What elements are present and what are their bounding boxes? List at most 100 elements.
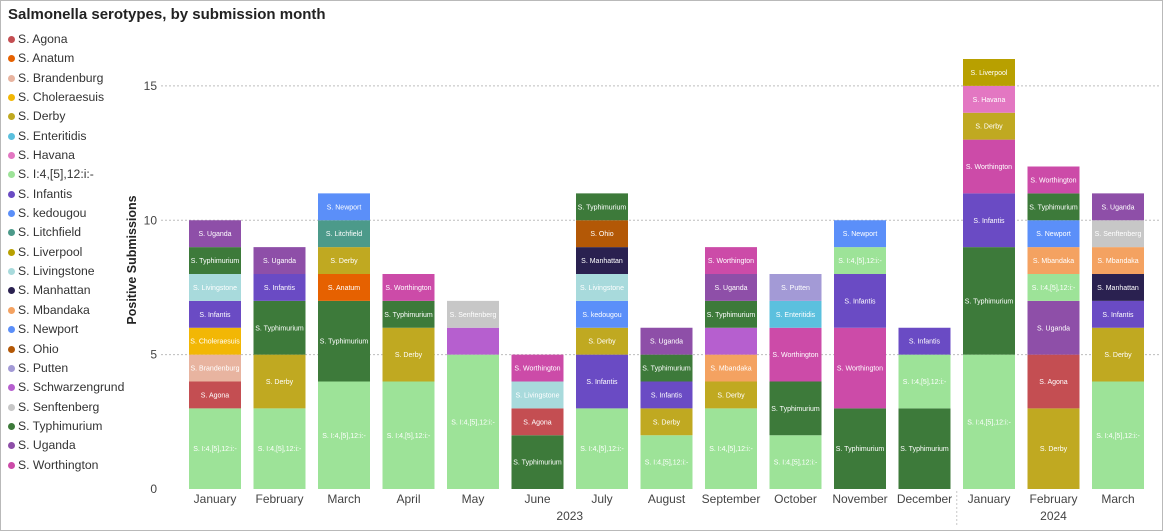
bar-segment[interactable] [963, 247, 1015, 355]
legend-item-s-manhattan[interactable]: S. Manhattan [8, 281, 138, 300]
bar-segment[interactable] [705, 247, 757, 274]
bar-segment[interactable] [576, 193, 628, 221]
legend-item-s-i-4-5-12-i[interactable]: S. I:4,[5],12:i:- [8, 165, 138, 184]
bar-segment[interactable] [189, 381, 241, 409]
bar-segment[interactable] [1092, 193, 1144, 221]
bar-segment[interactable] [189, 247, 241, 274]
bar-segment[interactable] [511, 435, 564, 489]
bar-segment[interactable] [382, 274, 435, 301]
bar-segment[interactable] [705, 300, 757, 328]
bar-segment[interactable] [898, 354, 951, 409]
bar-segment[interactable] [576, 327, 628, 355]
bar-segment[interactable] [834, 274, 886, 328]
bar-segment[interactable] [189, 327, 241, 355]
bar-segment[interactable] [382, 327, 435, 382]
bar-segment[interactable] [253, 300, 306, 355]
bar-segment[interactable] [318, 247, 370, 274]
bar-segment[interactable] [1027, 193, 1080, 221]
bar-segment[interactable] [705, 408, 757, 489]
bar-segment[interactable] [447, 327, 499, 355]
bar-segment[interactable] [769, 435, 822, 489]
legend-item-s-derby[interactable]: S. Derby [8, 107, 138, 126]
bar-segment[interactable] [447, 300, 499, 328]
bar-segment[interactable] [382, 381, 435, 490]
bar-segment[interactable] [963, 59, 1015, 86]
bar-segment[interactable] [1027, 408, 1080, 489]
bar-segment[interactable] [318, 220, 370, 248]
bar-segment[interactable] [640, 354, 693, 382]
bar-segment[interactable] [769, 381, 822, 436]
bar-segment[interactable] [511, 408, 564, 436]
legend-item-s-senftenberg[interactable]: S. Senftenberg [8, 398, 138, 417]
bar-segment[interactable] [253, 408, 306, 489]
bar-segment[interactable] [898, 408, 951, 489]
bar-segment[interactable] [1092, 381, 1144, 490]
legend-item-s-liverpool[interactable]: S. Liverpool [8, 243, 138, 262]
bar-segment[interactable] [189, 220, 241, 248]
legend-item-s-typhimurium[interactable]: S. Typhimurium [8, 417, 138, 436]
bar-segment[interactable] [576, 300, 628, 328]
bar-segment[interactable] [705, 381, 757, 409]
bar-segment[interactable] [1092, 274, 1144, 301]
bar-segment[interactable] [318, 381, 370, 490]
bar-segment[interactable] [253, 354, 306, 409]
bar-segment[interactable] [1092, 247, 1144, 274]
bar-segment[interactable] [1027, 354, 1080, 409]
bar-segment[interactable] [382, 300, 435, 328]
legend-item-s-livingstone[interactable]: S. Livingstone [8, 262, 138, 281]
legend-item-s-putten[interactable]: S. Putten [8, 359, 138, 378]
bar-segment[interactable] [898, 327, 951, 355]
bar-segment[interactable] [769, 300, 822, 328]
bar-segment[interactable] [963, 112, 1015, 140]
bar-segment[interactable] [769, 274, 822, 301]
legend-item-s-agona[interactable]: S. Agona [8, 30, 138, 49]
bar-segment[interactable] [963, 139, 1015, 194]
legend-item-s-ohio[interactable]: S. Ohio [8, 340, 138, 359]
bar-segment[interactable] [1027, 247, 1080, 274]
bar-segment[interactable] [1092, 327, 1144, 382]
bar-segment[interactable] [705, 274, 757, 301]
bar-segment[interactable] [963, 85, 1015, 113]
bar-segment[interactable] [447, 354, 499, 489]
bar-segment[interactable] [705, 327, 757, 355]
bar-segment[interactable] [189, 408, 241, 489]
bar-segment[interactable] [640, 408, 693, 436]
legend-item-s-mbandaka[interactable]: S. Mbandaka [8, 301, 138, 320]
bar-segment[interactable] [576, 408, 628, 489]
bar-segment[interactable] [576, 354, 628, 409]
legend-item-s-infantis[interactable]: S. Infantis [8, 185, 138, 204]
bar-segment[interactable] [511, 354, 564, 382]
bar-segment[interactable] [576, 220, 628, 248]
bar-segment[interactable] [576, 274, 628, 301]
bar-segment[interactable] [705, 354, 757, 382]
bar-segment[interactable] [1027, 300, 1080, 355]
legend-item-s-brandenburg[interactable]: S. Brandenburg [8, 69, 138, 88]
bar-segment[interactable] [189, 300, 241, 328]
bar-segment[interactable] [318, 300, 370, 382]
legend-item-s-schwarzengrund[interactable]: S. Schwarzengrund [8, 378, 138, 397]
bar-segment[interactable] [1092, 220, 1144, 248]
bar-segment[interactable] [253, 247, 306, 274]
bar-segment[interactable] [1027, 274, 1080, 301]
bar-segment[interactable] [253, 274, 306, 301]
legend-item-s-kedougou[interactable]: S. kedougou [8, 204, 138, 223]
bar-segment[interactable] [963, 193, 1015, 248]
bar-segment[interactable] [1092, 300, 1144, 328]
bar-segment[interactable] [1027, 166, 1080, 194]
legend-item-s-litchfield[interactable]: S. Litchfield [8, 223, 138, 242]
bar-segment[interactable] [318, 274, 370, 301]
legend-item-s-havana[interactable]: S. Havana [8, 146, 138, 165]
bar-segment[interactable] [189, 354, 241, 382]
bar-segment[interactable] [640, 327, 693, 355]
bar-segment[interactable] [511, 381, 564, 409]
bar-segment[interactable] [1027, 220, 1080, 248]
legend-item-s-uganda[interactable]: S. Uganda [8, 436, 138, 455]
bar-segment[interactable] [576, 247, 628, 274]
bar-segment[interactable] [189, 274, 241, 301]
legend-item-s-enteritidis[interactable]: S. Enteritidis [8, 127, 138, 146]
legend-item-s-worthington[interactable]: S. Worthington [8, 456, 138, 475]
bar-segment[interactable] [640, 435, 693, 489]
legend-item-s-newport[interactable]: S. Newport [8, 320, 138, 339]
bar-segment[interactable] [834, 408, 886, 489]
bar-segment[interactable] [640, 381, 693, 409]
